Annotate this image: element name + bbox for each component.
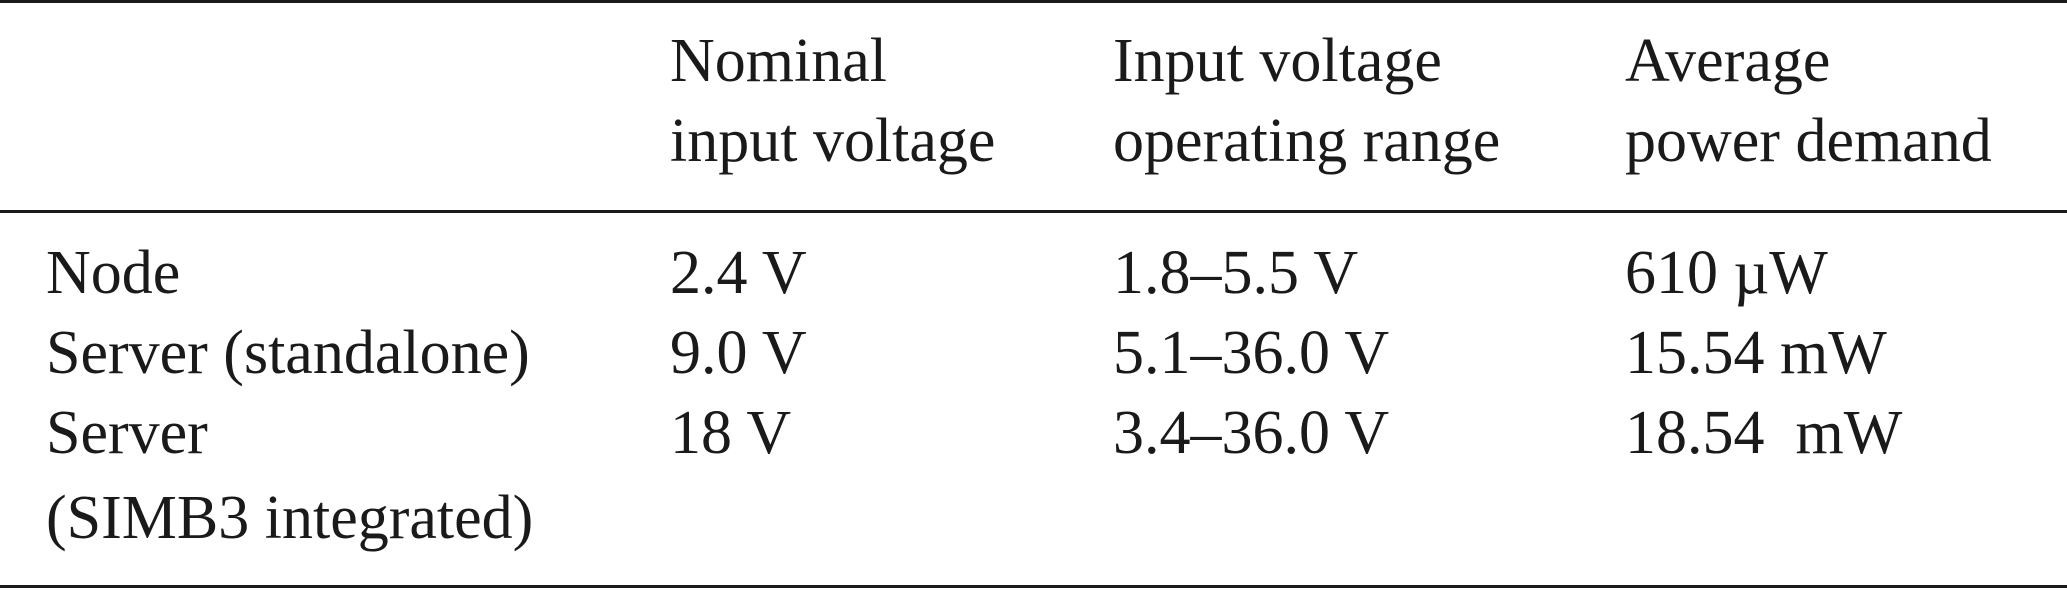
table-top-rule [0, 0, 2067, 3]
cell-power-demand: 15.54 mW [1625, 319, 1887, 387]
row-label: Server [46, 399, 208, 467]
cell-power-demand: 610 µW [1625, 239, 1828, 307]
cell-power-demand: 18.54 mW [1625, 399, 1903, 467]
row-label: Node [46, 239, 181, 307]
cell-voltage-range: 1.8–5.5 V [1113, 239, 1359, 307]
row-label-continuation: (SIMB3 integrated) [46, 484, 534, 552]
cell-nominal-voltage: 18 V [670, 399, 792, 467]
cell-voltage-range: 3.4–36.0 V [1113, 399, 1390, 467]
header-nominal-input-voltage: Nominal input voltage [670, 27, 996, 175]
cell-voltage-range: 5.1–36.0 V [1113, 319, 1390, 387]
header-input-voltage-operating-range: Input voltage operating range [1113, 27, 1501, 175]
table-bottom-rule [0, 585, 2067, 588]
cell-nominal-voltage: 9.0 V [670, 319, 807, 387]
table-header-rule [0, 210, 2067, 213]
header-average-power-demand: Average power demand [1625, 27, 1992, 175]
row-label: Server (standalone) [46, 319, 530, 387]
cell-nominal-voltage: 2.4 V [670, 239, 807, 307]
